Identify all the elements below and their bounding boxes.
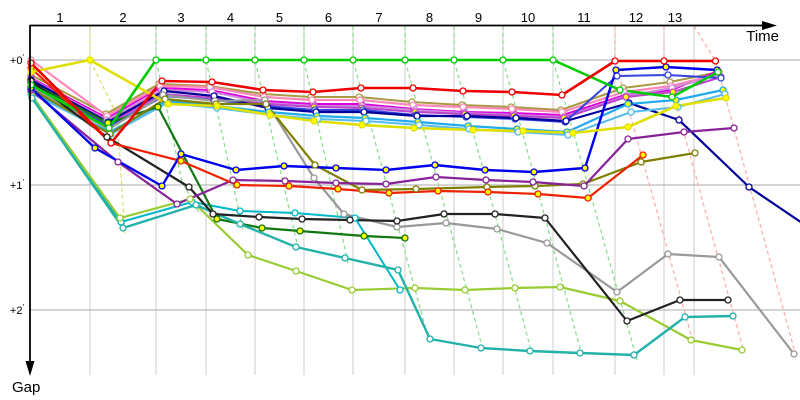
svg-text:Gap: Gap [12,379,40,396]
svg-text:4: 4 [227,10,234,25]
svg-text:12: 12 [629,10,643,25]
svg-text:9: 9 [475,10,482,25]
svg-text:1: 1 [56,10,63,25]
svg-text:10: 10 [521,10,535,25]
svg-text:2: 2 [119,10,126,25]
svg-text:+1': +1' [10,178,25,192]
svg-text:+0': +0' [10,53,25,67]
svg-text:3: 3 [177,10,184,25]
svg-text:13: 13 [668,10,682,25]
svg-text:7: 7 [375,10,382,25]
svg-text:5: 5 [276,10,283,25]
svg-text:11: 11 [577,10,591,25]
svg-text:8: 8 [426,10,433,25]
svg-text:Time: Time [746,28,779,45]
svg-text:6: 6 [325,10,332,25]
svg-text:+2': +2' [10,303,25,317]
